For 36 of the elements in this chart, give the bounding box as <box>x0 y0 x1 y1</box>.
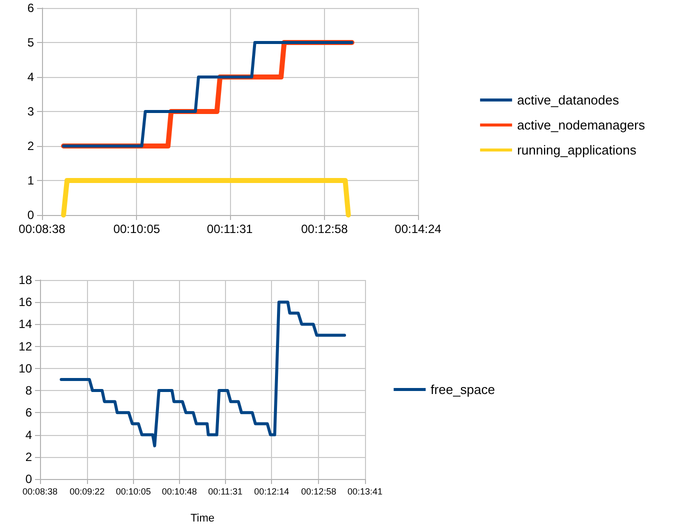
line-series <box>60 300 346 448</box>
x-tick-label: 00:12:14 <box>254 486 290 496</box>
x-tick-label: 00:11:31 <box>206 222 254 236</box>
y-tick-label: 4 <box>25 428 32 442</box>
x-tick-label: 00:10:05 <box>113 222 160 236</box>
legend-label: active_datanodes <box>517 92 620 108</box>
y-tick-label: 1 <box>27 174 34 188</box>
legend-label: free_space <box>430 382 496 397</box>
x-tick-label: 00:09:22 <box>70 486 105 496</box>
y-tick-label: 6 <box>27 1 34 15</box>
y-tick-label: 0 <box>25 472 32 486</box>
y-tick-label: 14 <box>18 317 32 332</box>
y-tick-label: 16 <box>18 295 32 310</box>
x-tick-label: 00:13:41 <box>347 486 383 496</box>
y-tick-label: 4 <box>27 70 34 84</box>
y-tick-label: 18 <box>18 273 32 287</box>
y-tick-label: 10 <box>18 361 32 376</box>
x-tick-label: 00:12:58 <box>301 486 336 496</box>
x-tick-label: 00:11:31 <box>208 486 242 496</box>
y-tick-label: 5 <box>27 36 34 50</box>
x-axis-title: Time <box>190 512 215 524</box>
x-tick-label: 00:14:24 <box>394 222 442 236</box>
y-tick-label: 3 <box>27 104 34 118</box>
y-tick-label: 8 <box>25 384 32 398</box>
legend-label: running_applications <box>517 142 637 158</box>
x-tick-label: 00:08:38 <box>18 222 66 236</box>
y-tick-label: 2 <box>27 139 34 153</box>
x-tick-label: 00:10:48 <box>162 486 197 496</box>
x-tick-label: 00:10:05 <box>116 486 151 496</box>
y-tick-label: 6 <box>25 406 32 420</box>
y-tick-label: 2 <box>25 450 32 464</box>
y-tick-label: 12 <box>18 339 32 354</box>
x-tick-label: 00:08:38 <box>22 486 58 496</box>
y-tick-label: 0 <box>27 208 34 222</box>
legend-label: active_nodemanagers <box>517 118 646 132</box>
x-tick-label: 00:12:58 <box>301 222 348 236</box>
